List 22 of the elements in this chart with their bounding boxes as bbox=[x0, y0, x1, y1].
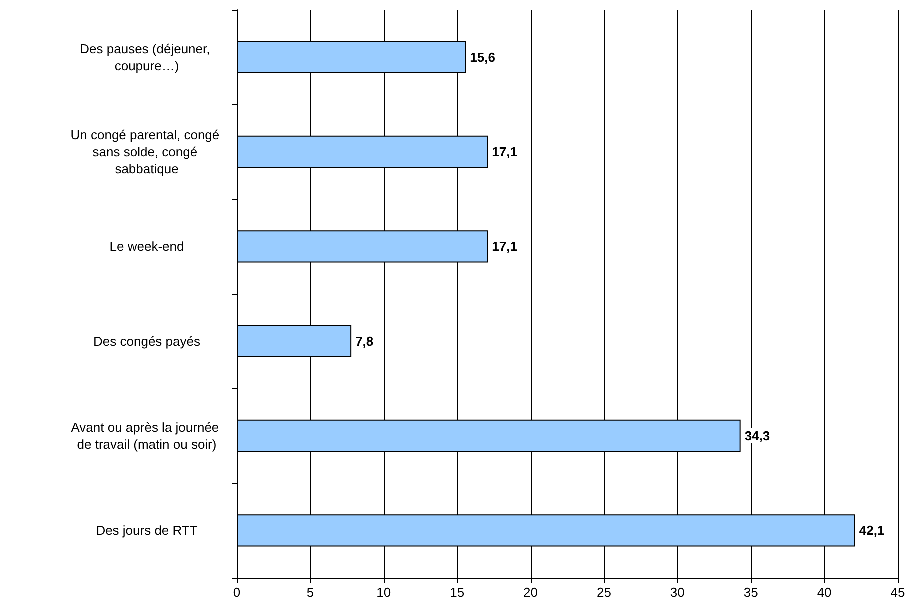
y-tick-label: Des congés payés bbox=[94, 334, 201, 349]
data-label: 34,3 bbox=[744, 428, 770, 444]
x-tick-label: 35 bbox=[744, 585, 758, 600]
x-tick-label: 40 bbox=[817, 585, 832, 600]
data-label: 15,6 bbox=[470, 50, 496, 65]
data-label: 42,1 bbox=[859, 523, 885, 538]
x-tick-label: 0 bbox=[233, 585, 241, 600]
x-tick-label: 45 bbox=[890, 585, 906, 600]
x-tick-label: 5 bbox=[306, 585, 314, 600]
x-tick-label: 15 bbox=[450, 585, 465, 600]
x-tick-label: 20 bbox=[524, 585, 538, 600]
y-tick-label: Un congé parental, congé sans solde, congé sabbatique bbox=[70, 128, 224, 176]
x-tick-label: 30 bbox=[670, 585, 685, 600]
y-tick-label: Avant ou après la journée de travail (matin ou soir) bbox=[71, 420, 223, 452]
x-tick-label: 10 bbox=[376, 585, 392, 600]
data-label: 17,1 bbox=[492, 144, 518, 160]
x-tick-label: 25 bbox=[596, 585, 612, 600]
data-label: 7,8 bbox=[356, 334, 374, 349]
y-tick-label: Des pauses (déjeuner, coupure…) bbox=[80, 41, 214, 74]
y-tick-label: Des jours de RTT bbox=[96, 523, 198, 538]
data-label: 17,1 bbox=[492, 239, 518, 254]
y-tick-label: Le week-end bbox=[110, 239, 184, 254]
